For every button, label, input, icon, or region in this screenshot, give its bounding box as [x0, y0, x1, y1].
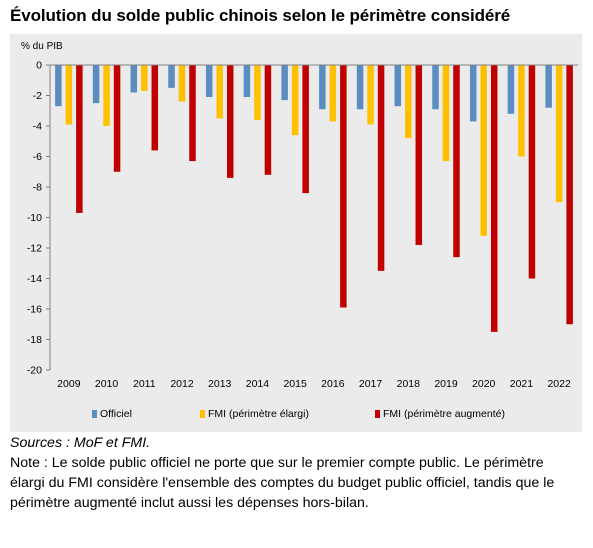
x-tick-label: 2010 [95, 378, 119, 390]
y-tick-label: -4 [33, 121, 42, 133]
bar-2 [291, 65, 299, 136]
y-tick-label: 0 [36, 60, 42, 72]
bar-3 [189, 65, 196, 162]
bar-3 [377, 65, 385, 271]
x-tick-label: 2021 [510, 378, 534, 390]
bar-3 [113, 65, 121, 172]
bar-1 [507, 65, 515, 114]
bar-1 [432, 65, 439, 110]
y-tick-label: -16 [27, 304, 42, 316]
x-tick-label: 2016 [321, 378, 345, 390]
bar-1 [168, 65, 175, 88]
bar-2 [141, 65, 148, 91]
bar-2 [405, 65, 412, 139]
bar-1 [394, 65, 402, 107]
bar-3 [226, 65, 234, 178]
bar-2 [480, 65, 487, 236]
bar-2 [103, 65, 110, 126]
bar-1 [92, 65, 100, 104]
sources-text: Sources : MoF et FMI. [10, 435, 151, 451]
bar-2 [442, 65, 450, 162]
y-axis-unit: % du PIB [21, 41, 63, 52]
bar-2 [178, 65, 186, 102]
legend-swatch [375, 410, 380, 418]
y-tick-label: -10 [27, 212, 42, 224]
y-tick-label: -12 [27, 243, 42, 255]
bar-3 [566, 65, 573, 325]
bar-1 [281, 65, 288, 101]
y-tick-label: -2 [33, 90, 42, 102]
x-tick-label: 2022 [547, 378, 571, 390]
bar-3 [76, 65, 83, 213]
x-tick-label: 2015 [283, 378, 307, 390]
bar-1 [545, 65, 552, 108]
y-tick-label: -8 [33, 182, 42, 194]
bar-1 [55, 65, 62, 107]
x-tick-label: 2019 [434, 378, 458, 390]
x-tick-label: 2018 [397, 378, 421, 390]
bar-1 [356, 65, 364, 110]
y-tick-label: -20 [27, 365, 42, 377]
note-text: Note : Le solde public officiel ne porte… [10, 455, 555, 511]
x-tick-label: 2012 [170, 378, 194, 390]
bar-3 [490, 65, 498, 332]
legend-swatch [200, 410, 205, 418]
x-tick-label: 2011 [133, 378, 156, 390]
bar-3 [528, 65, 536, 279]
x-tick-label: 2020 [472, 378, 496, 390]
y-tick-label: -14 [27, 273, 42, 285]
bar-2 [518, 65, 525, 157]
notes-section: Sources : MoF et FMI. Note : Le solde pu… [10, 433, 582, 513]
bar-3 [264, 65, 272, 175]
bar-2 [329, 65, 337, 122]
chart-title: Évolution du solde public chinois selon … [10, 6, 511, 25]
bar-1 [130, 65, 138, 93]
bar-3 [453, 65, 460, 258]
x-tick-label: 2013 [208, 378, 232, 390]
y-tick-label: -6 [33, 151, 42, 163]
x-tick-label: 2014 [246, 378, 270, 390]
bar-1 [469, 65, 477, 122]
bar-3 [151, 65, 159, 151]
legend-label: FMI (périmètre élargi) [208, 408, 309, 420]
bar-2 [367, 65, 374, 125]
y-tick-label: -18 [27, 334, 42, 346]
bar-3 [340, 65, 347, 308]
bar-2 [555, 65, 563, 203]
bar-chart: 0 -2 -4 -6 -8 -10 -12 -14 -16 -18 -20 2009 2010 2011 2… [27, 60, 578, 420]
legend-swatch [92, 410, 97, 418]
bar-3 [415, 65, 423, 245]
legend-label: FMI (périmètre augmenté) [383, 408, 505, 420]
x-tick-label: 2009 [57, 378, 81, 390]
bar-1 [205, 65, 213, 98]
x-tick-label: 2017 [359, 378, 383, 390]
bar-2 [216, 65, 223, 119]
bar-1 [319, 65, 326, 110]
bar-1 [243, 65, 251, 98]
bar-2 [254, 65, 261, 120]
bar-2 [65, 65, 73, 125]
bar-3 [302, 65, 309, 194]
legend-label: Officiel [100, 408, 132, 420]
